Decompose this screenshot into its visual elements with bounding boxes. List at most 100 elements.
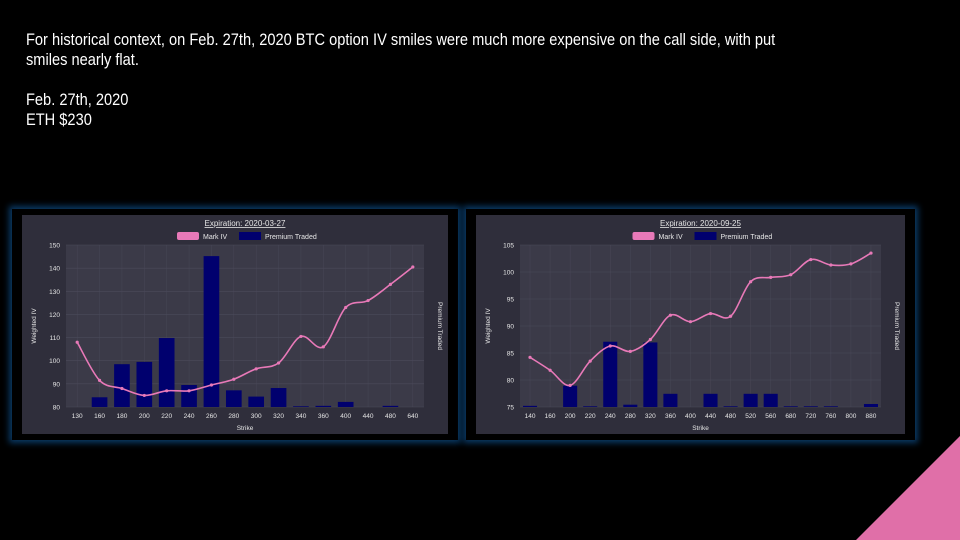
chart-left-mark-iv-point-160 [97,378,102,382]
chart-left-bar-220 [158,338,175,407]
chart-right-x-tick-480: 480 [725,413,736,420]
chart-left-x-tick-360: 360 [318,413,329,420]
chart-right-x-tick-800: 800 [845,413,856,420]
chart-left-y-tick-120: 120 [49,312,60,319]
chart-left-bar-180 [114,364,130,407]
chart-left-legend-label-mark-iv: Mark IV [203,234,227,241]
chart-right-y-tick-105: 105 [503,243,514,250]
chart-left-x-tick-300: 300 [251,413,262,420]
chart-right-x-tick-240: 240 [605,413,616,420]
chart-left-x-tick-320: 320 [273,413,284,420]
chart-right-bar-320 [643,342,658,407]
chart-left-y-axis-label: Weighted IV [31,308,38,344]
chart-right-bar-280 [623,404,638,407]
chart-left-mark-iv-point-260 [209,383,214,387]
chart-left-mark-iv-point-280 [232,377,236,381]
chart-right-x-tick-220: 220 [585,413,596,420]
chart-right-y-tick-75: 75 [507,405,515,412]
chart-right-title: Expiration: 2020-09-25 [660,219,741,228]
chart-left-mark-iv-point-320 [276,361,281,365]
chart-left-bar-340 [293,406,309,407]
chart-right-mark-iv-line [529,252,872,387]
price-text: ETH $230 [26,110,92,129]
chart-left-mark-iv-point-220 [165,389,169,393]
chart-right-mark-iv-point-560 [769,275,773,279]
chart-right-bar-140 [523,405,538,407]
chart-right-svg: Expiration: 2020-09-25 Mark IV Premium Tra… [476,215,905,434]
chart-right-x-tick-720: 720 [805,413,816,420]
chart-right-mark-iv-point-220 [588,359,592,363]
chart-right-x-tick-440: 440 [705,413,716,420]
chart-left-bar-480 [382,405,399,407]
chart-left-bar-200 [136,361,153,407]
chart-left-x-tick-200: 200 [139,413,150,420]
chart-left-mark-iv-point-240 [187,389,191,393]
chart-left-mark-iv-point-440 [366,298,370,303]
chart-right-legend-swatch-mark-iv [632,232,655,240]
chart-left-x-tick-340: 340 [296,413,307,420]
chart-left-title: Expiration: 2020-03-27 [205,219,286,228]
date-text: Feb. 27th, 2020 [26,90,129,109]
chart-right-x-tick-200: 200 [565,413,576,420]
chart-right-bar-240 [603,341,618,407]
chart-left-y-tick-110: 110 [50,335,61,342]
chart-right-x-tick-400: 400 [685,413,696,420]
chart-left-bar-280 [225,390,242,407]
slide-text: For historical context, on Feb. 27th, 20… [26,30,800,130]
chart-right-y-tick-80: 80 [507,378,515,385]
chart-left-mark-iv-point-300 [254,367,258,371]
chart-left-mark-iv-line [76,266,414,397]
corner-decoration [856,436,960,540]
chart-left-x-tick-280: 280 [228,413,239,420]
chart-left-bar-240 [181,385,197,407]
chart-left-mark-iv-point-640 [411,265,415,269]
chart-left-bar-160 [91,397,108,407]
chart-right-x-tick-140: 140 [525,413,536,420]
chart-left-legend-swatch-premium [239,232,261,240]
chart-right-mark-iv-point-880 [869,251,873,255]
chart-right-legend-label-premium: Premium Traded [721,234,773,241]
chart-left-x-tick-260: 260 [206,413,217,420]
chart-left-x-axis-label: Strike [237,425,254,432]
chart-right-bar-560 [763,393,778,407]
chart-right-bar-720 [803,406,818,407]
chart-right-x-tick-280: 280 [625,413,636,420]
chart-right-bar-200 [563,385,578,407]
chart-left-x-tick-400: 400 [340,413,351,420]
chart-right-x-tick-880: 880 [866,413,877,420]
chart-left-mark-iv-point-480 [388,282,393,286]
chart-right-legend-swatch-premium [694,232,717,240]
chart-right-y2-axis-label: Premium Traded [893,302,900,350]
chart-right-mark-iv-point-520 [749,280,753,284]
chart-left-legend-label-premium: Premium Traded [265,234,317,241]
chart-left-legend-swatch-mark-iv [177,232,199,240]
chart-right-mark-iv-point-280 [628,349,632,353]
chart-left-x-tick-160: 160 [94,413,105,420]
chart-right-x-tick-320: 320 [645,413,656,420]
chart-left-y-tick-150: 150 [49,243,60,250]
chart-right-y-tick-95: 95 [507,297,515,304]
chart-right-legend-label-mark-iv: Mark IV [659,234,683,241]
chart-right-x-tick-160: 160 [545,413,556,420]
chart-left-mark-iv-point-400 [344,305,348,310]
chart-right-mark-iv-point-140 [528,355,532,359]
chart-left-y-tick-80: 80 [53,405,61,412]
chart-left-svg: Expiration: 2020-03-27 Mark IV Premium Tra… [22,215,448,434]
chart-left-x-tick-220: 220 [161,413,172,420]
chart-right-bar-220 [583,406,598,407]
chart-left-x-tick-640: 640 [407,413,418,420]
chart-left-mark-iv-point-340 [299,334,303,339]
chart-right-y-tick-85: 85 [507,351,515,358]
chart-left-mark-iv-point-200 [142,393,146,398]
chart-right-x-tick-760: 760 [825,413,836,420]
chart-right-mark-iv-point-360 [668,313,673,317]
chart-right-x-axis-label: Strike [692,425,709,432]
chart-right-x-tick-560: 560 [765,413,776,420]
chart-left-bar-400 [337,401,354,407]
chart-right-bar-760 [823,406,838,407]
chart-right-bar-440 [703,393,718,407]
chart-left-bar-320 [270,388,287,407]
chart-right-y-axis-label: Weighted IV [485,308,492,344]
chart-left-bar-260 [203,256,220,407]
chart-left-y-tick-130: 130 [49,289,60,296]
